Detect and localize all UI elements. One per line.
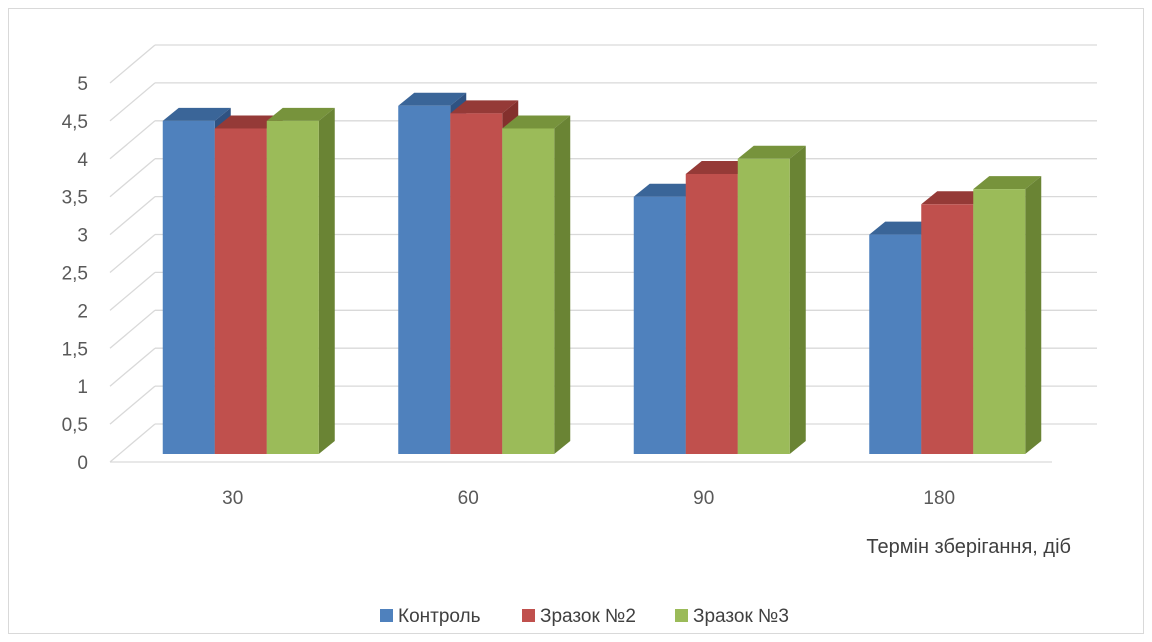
bar: [685, 173, 738, 454]
bar-side: [789, 145, 806, 455]
gridline-diagonal: [109, 158, 156, 198]
x-tick-label: 90: [693, 488, 714, 509]
bars: [162, 92, 1042, 455]
y-tick-label: 2: [77, 301, 88, 322]
legend: Контроль Зразок №2 Зразок №3: [380, 606, 789, 627]
legend-label: Зразок №3: [693, 606, 789, 627]
x-axis-ticks: 30 60 90 180: [222, 488, 955, 509]
x-tick-label: 180: [923, 488, 955, 509]
bar: [398, 105, 451, 455]
legend-label: Контроль: [398, 606, 481, 627]
legend-swatch: [380, 609, 393, 622]
gridline-diagonal: [109, 196, 156, 236]
bar: [162, 120, 215, 455]
bar-side: [554, 115, 571, 454]
y-tick-label: 2,5: [62, 264, 88, 285]
y-tick-label: 4: [77, 150, 88, 171]
bar-top: [398, 92, 467, 106]
gridline-diagonal: [109, 82, 156, 122]
bar: [502, 128, 555, 455]
bar: [266, 120, 319, 455]
y-tick-label: 1: [77, 377, 88, 398]
bar: [450, 113, 503, 454]
y-tick-label: 1,5: [62, 339, 88, 360]
gridline-diagonal: [109, 234, 156, 273]
y-tick-label: 5: [77, 74, 88, 95]
bar-top: [973, 176, 1042, 190]
bar-side: [1025, 176, 1042, 454]
bar-top: [502, 115, 571, 129]
bar: [973, 189, 1026, 454]
gridline-diagonal: [109, 44, 156, 84]
bar-top: [869, 221, 938, 235]
y-tick-label: 0,5: [62, 415, 88, 436]
bar-top: [450, 100, 519, 114]
bar-top: [685, 160, 754, 174]
y-tick-label: 3,5: [62, 188, 88, 209]
y-tick-label: 3: [77, 226, 88, 247]
gridline-diagonal: [109, 423, 156, 463]
bar-top: [214, 115, 283, 129]
gridline-diagonal: [109, 309, 156, 349]
y-axis-ticks: 0 0,5 1 1,5 2 2,5 3 3,5 4 4,5 5: [62, 74, 89, 474]
bar-top: [921, 191, 990, 205]
x-axis-title: Термін зберігання, діб: [866, 536, 1071, 558]
gridline-diagonal: [109, 271, 156, 311]
gridline-diagonal: [109, 385, 156, 425]
bar: [869, 234, 922, 454]
gridline-diagonal: [109, 120, 156, 160]
y-tick-label: 4,5: [62, 112, 88, 133]
gridline-diagonal: [109, 347, 156, 387]
y-tick-label: 0: [77, 453, 88, 474]
legend-swatch: [522, 609, 535, 622]
legend-label: Зразок №2: [540, 606, 636, 627]
bar: [633, 196, 686, 454]
bar: [737, 158, 790, 455]
bar: [921, 204, 974, 454]
bar-top: [633, 183, 702, 197]
legend-swatch: [675, 609, 688, 622]
bar-side: [318, 107, 335, 455]
x-tick-label: 60: [458, 488, 479, 509]
bar-top: [737, 145, 806, 159]
bar: [214, 128, 267, 455]
bar-top: [162, 107, 231, 121]
x-tick-label: 30: [222, 488, 243, 509]
bar-top: [266, 107, 335, 121]
